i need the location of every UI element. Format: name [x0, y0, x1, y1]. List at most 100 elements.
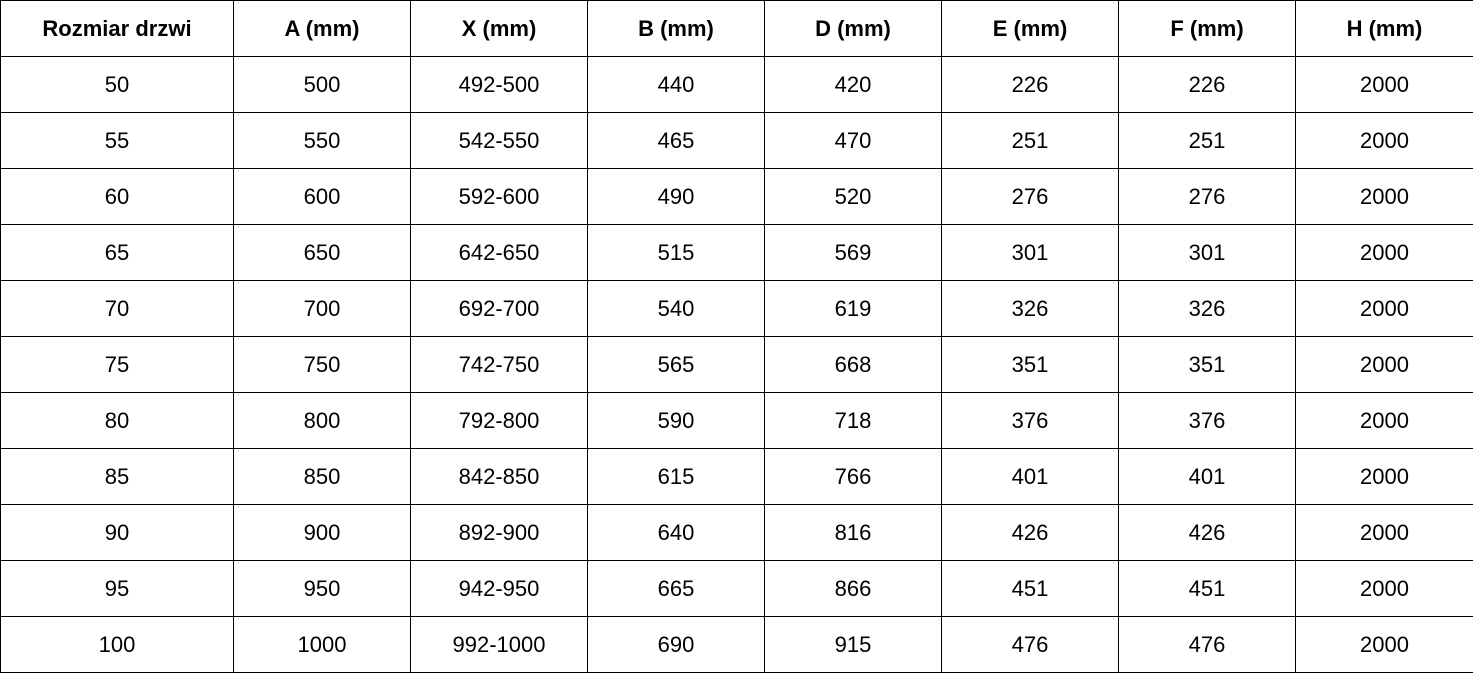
table-cell: 942-950	[410, 560, 588, 617]
table-cell: 90	[0, 504, 234, 561]
table-cell: 401	[1118, 448, 1296, 505]
table-cell: 866	[764, 560, 942, 617]
table-cell: 55	[0, 112, 234, 169]
table-cell: 569	[764, 224, 942, 281]
table-cell: 892-900	[410, 504, 588, 561]
table-row: 60 600 592-600 490 520 276 276 2000	[0, 168, 1473, 225]
table-cell: 476	[1118, 616, 1296, 673]
table-cell: 85	[0, 448, 234, 505]
table-cell: 440	[587, 56, 765, 113]
table-row: 50 500 492-500 440 420 226 226 2000	[0, 56, 1473, 113]
table-cell: 2000	[1295, 616, 1473, 673]
table-cell: 251	[941, 112, 1119, 169]
table-cell: 742-750	[410, 336, 588, 393]
table-cell: 401	[941, 448, 1119, 505]
table-cell: 251	[1118, 112, 1296, 169]
table-cell: 451	[1118, 560, 1296, 617]
header-row: Rozmiar drzwi A (mm) X (mm) B (mm) D (mm) E (…	[0, 0, 1473, 57]
table-cell: 301	[1118, 224, 1296, 281]
table-row: 75 750 742-750 565 668 351 351 2000	[0, 336, 1473, 393]
column-header: E (mm)	[941, 0, 1119, 57]
table-cell: 2000	[1295, 392, 1473, 449]
table-cell: 226	[941, 56, 1119, 113]
table-cell: 700	[233, 280, 411, 337]
table-cell: 665	[587, 560, 765, 617]
table-cell: 465	[587, 112, 765, 169]
column-header: A (mm)	[233, 0, 411, 57]
table-row: 65 650 642-650 515 569 301 301 2000	[0, 224, 1473, 281]
table-cell: 326	[1118, 280, 1296, 337]
table-cell: 515	[587, 224, 765, 281]
table-cell: 351	[941, 336, 1119, 393]
table-cell: 642-650	[410, 224, 588, 281]
table-cell: 650	[233, 224, 411, 281]
table-cell: 640	[587, 504, 765, 561]
table-cell: 800	[233, 392, 411, 449]
table-cell: 520	[764, 168, 942, 225]
table-cell: 750	[233, 336, 411, 393]
table-cell: 950	[233, 560, 411, 617]
table-row: 55 550 542-550 465 470 251 251 2000	[0, 112, 1473, 169]
table-cell: 915	[764, 616, 942, 673]
table-cell: 540	[587, 280, 765, 337]
table-cell: 565	[587, 336, 765, 393]
table-cell: 619	[764, 280, 942, 337]
table-row: 95 950 942-950 665 866 451 451 2000	[0, 560, 1473, 617]
column-header: F (mm)	[1118, 0, 1296, 57]
table-cell: 80	[0, 392, 234, 449]
table-cell: 451	[941, 560, 1119, 617]
table-cell: 490	[587, 168, 765, 225]
column-header: D (mm)	[764, 0, 942, 57]
table-cell: 351	[1118, 336, 1296, 393]
table-row: 100 1000 992-1000 690 915 476 476 2000	[0, 616, 1473, 673]
table-cell: 2000	[1295, 504, 1473, 561]
table-cell: 301	[941, 224, 1119, 281]
table-cell: 2000	[1295, 448, 1473, 505]
table-cell: 718	[764, 392, 942, 449]
table-body: 50 500 492-500 440 420 226 226 2000 55 550 542-550…	[0, 56, 1473, 673]
table-cell: 2000	[1295, 112, 1473, 169]
table-cell: 542-550	[410, 112, 588, 169]
table-cell: 766	[764, 448, 942, 505]
table-cell: 992-1000	[410, 616, 588, 673]
table-cell: 226	[1118, 56, 1296, 113]
table-cell: 470	[764, 112, 942, 169]
table-cell: 100	[0, 616, 234, 673]
table-cell: 615	[587, 448, 765, 505]
table-cell: 550	[233, 112, 411, 169]
table-cell: 692-700	[410, 280, 588, 337]
table-cell: 2000	[1295, 168, 1473, 225]
table-cell: 492-500	[410, 56, 588, 113]
table-cell: 850	[233, 448, 411, 505]
table-cell: 426	[941, 504, 1119, 561]
table-cell: 376	[1118, 392, 1296, 449]
column-header: H (mm)	[1295, 0, 1473, 57]
table-cell: 70	[0, 280, 234, 337]
table-cell: 1000	[233, 616, 411, 673]
table-cell: 326	[941, 280, 1119, 337]
table-cell: 276	[941, 168, 1119, 225]
table-cell: 426	[1118, 504, 1296, 561]
column-header: B (mm)	[587, 0, 765, 57]
table-row: 90 900 892-900 640 816 426 426 2000	[0, 504, 1473, 561]
column-header: Rozmiar drzwi	[0, 0, 234, 57]
table-cell: 60	[0, 168, 234, 225]
table-cell: 95	[0, 560, 234, 617]
table-cell: 2000	[1295, 224, 1473, 281]
table-cell: 668	[764, 336, 942, 393]
table-cell: 376	[941, 392, 1119, 449]
table-cell: 842-850	[410, 448, 588, 505]
table-row: 80 800 792-800 590 718 376 376 2000	[0, 392, 1473, 449]
table-row: 85 850 842-850 615 766 401 401 2000	[0, 448, 1473, 505]
table-cell: 276	[1118, 168, 1296, 225]
table-cell: 2000	[1295, 336, 1473, 393]
table-cell: 2000	[1295, 560, 1473, 617]
table-row: 70 700 692-700 540 619 326 326 2000	[0, 280, 1473, 337]
table-cell: 50	[0, 56, 234, 113]
table-cell: 420	[764, 56, 942, 113]
table-cell: 690	[587, 616, 765, 673]
table-cell: 792-800	[410, 392, 588, 449]
table-cell: 65	[0, 224, 234, 281]
table-cell: 590	[587, 392, 765, 449]
